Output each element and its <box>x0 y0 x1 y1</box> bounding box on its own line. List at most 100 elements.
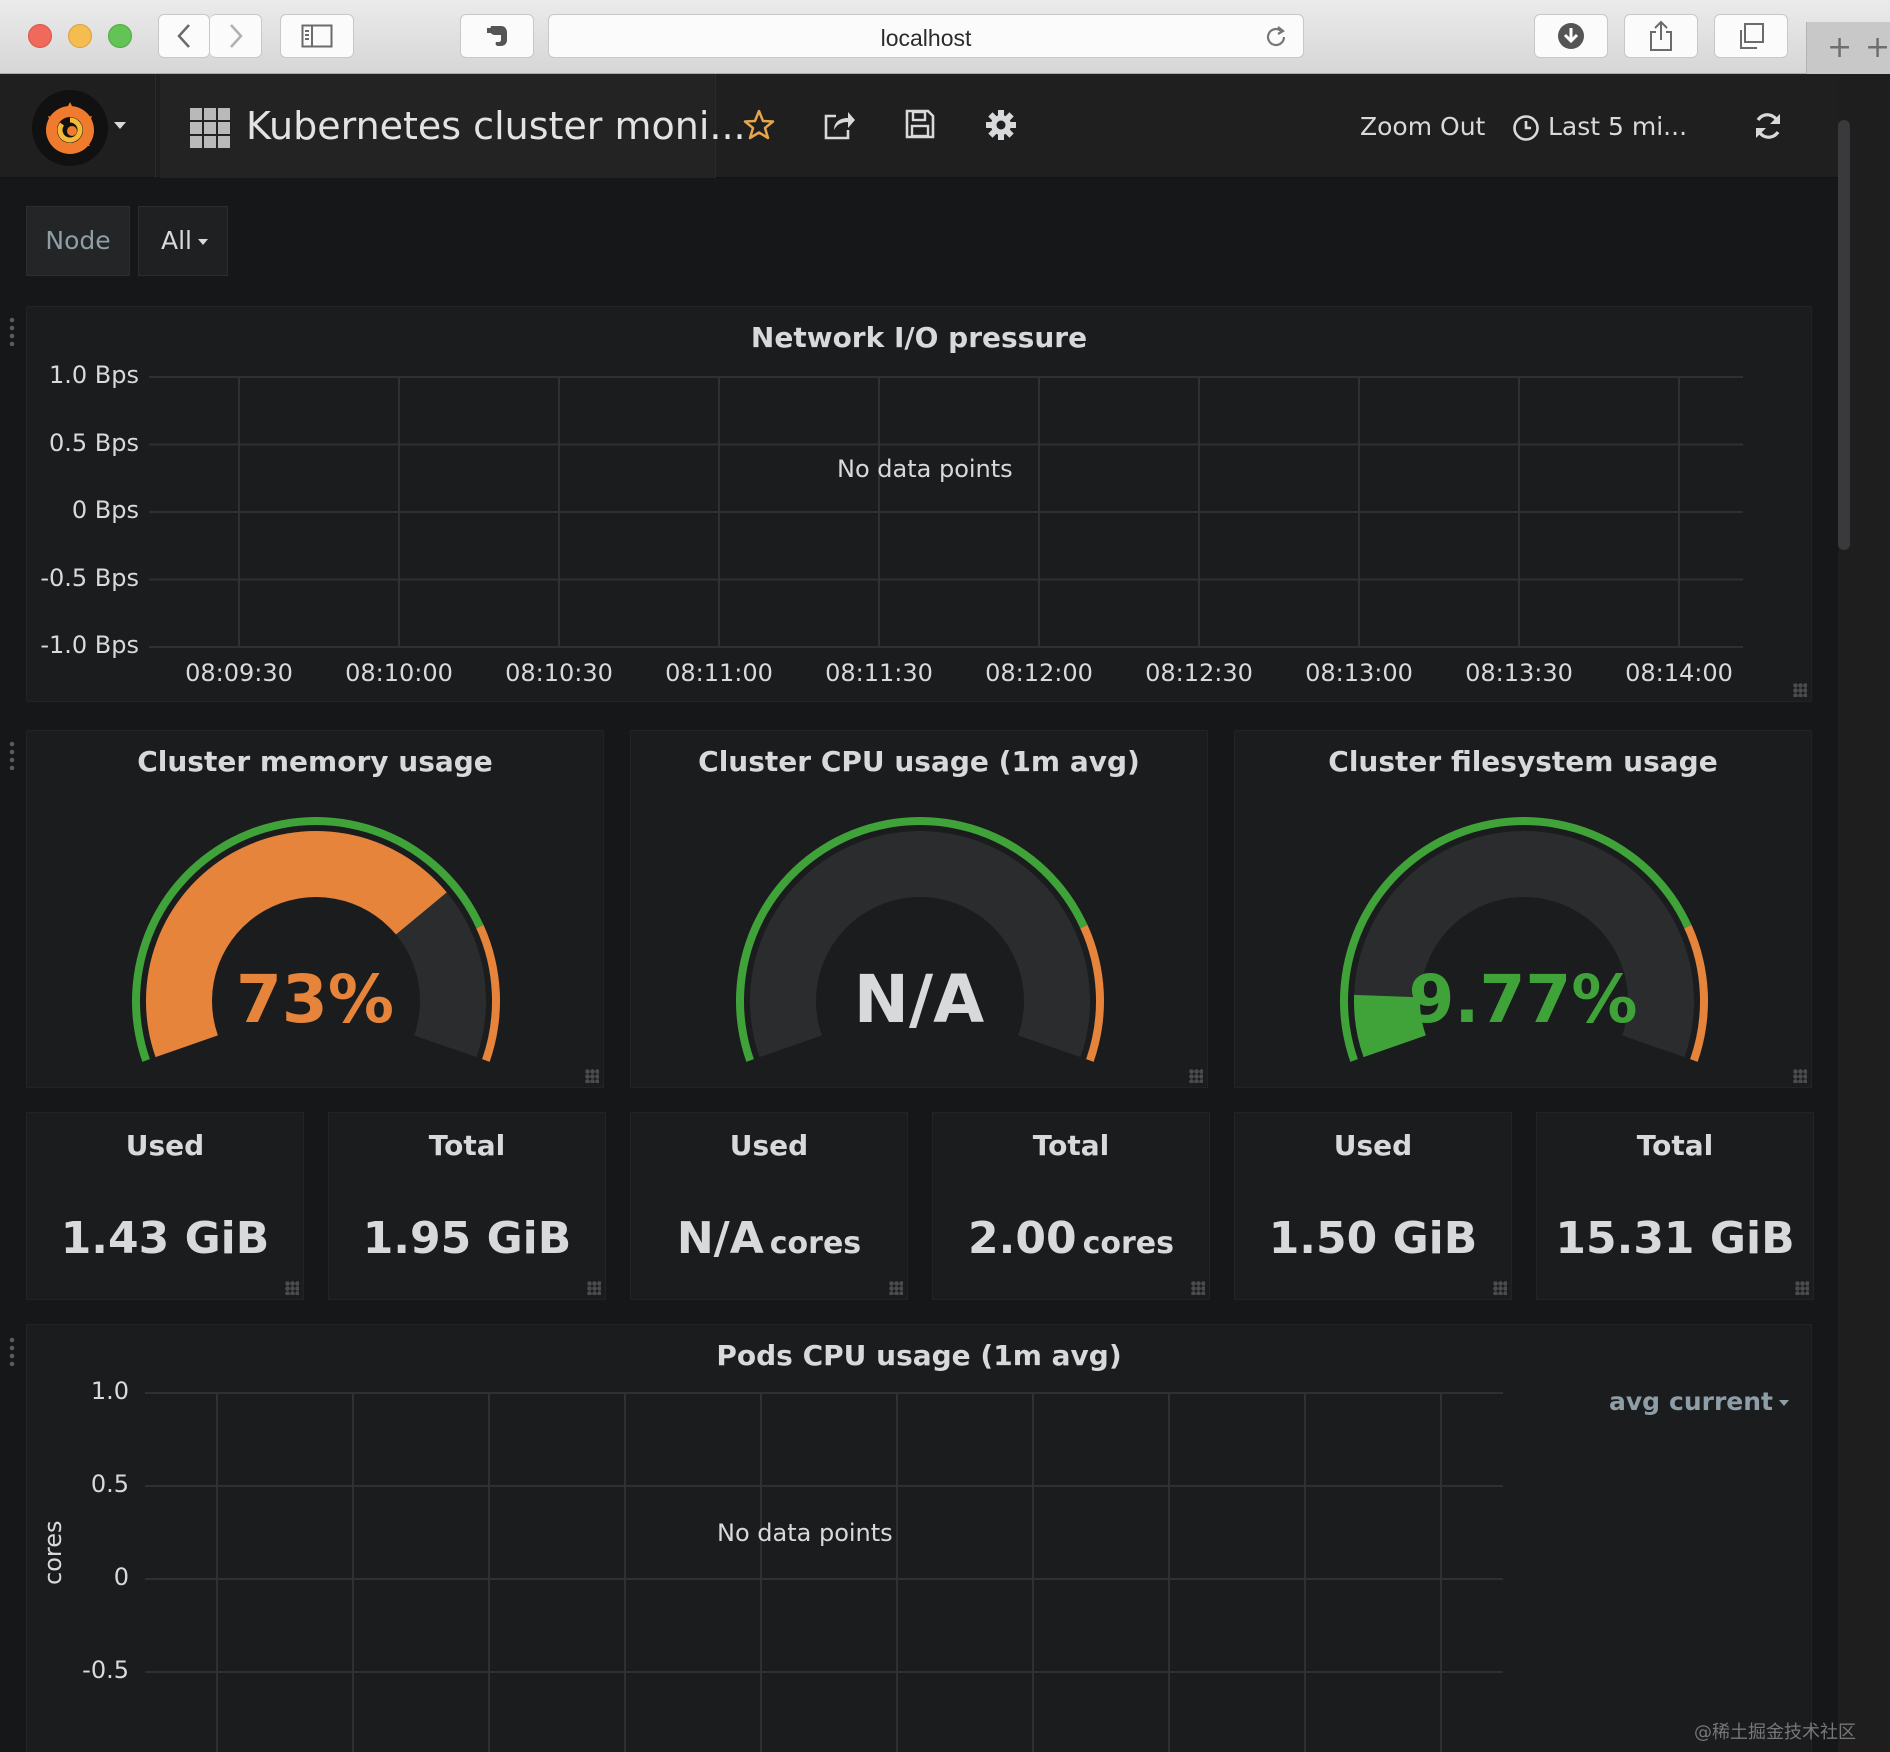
page-scrollbar-thumb[interactable] <box>1838 120 1850 550</box>
star-icon[interactable] <box>742 108 776 142</box>
stat-title[interactable]: Total <box>1636 1129 1714 1162</box>
variable-node-value: All <box>161 226 192 255</box>
gauge-dial <box>735 816 1104 1062</box>
minimize-window-button[interactable] <box>68 24 92 48</box>
stat-number: 1.95 GiB <box>362 1213 572 1264</box>
close-window-button[interactable] <box>28 24 52 48</box>
panel-resize-handle[interactable] <box>585 1069 599 1083</box>
address-bar-url: localhost <box>880 25 972 51</box>
gauge-value: 73% <box>236 961 394 1038</box>
stat-panel: Total 15.31 GiB <box>1536 1112 1814 1300</box>
share-button[interactable] <box>1624 14 1698 58</box>
y-tick-label: 0.5 <box>90 1470 129 1498</box>
stat-number: N/A <box>676 1213 764 1264</box>
stat-title[interactable]: Used <box>1333 1129 1413 1162</box>
panel-resize-handle[interactable] <box>285 1281 299 1295</box>
variable-node-select[interactable]: All <box>138 206 228 276</box>
y-tick-label: 1.0 Bps <box>49 361 139 389</box>
x-tick-label: 08:11:30 <box>825 659 933 687</box>
panel-title[interactable]: Cluster memory usage <box>137 745 493 778</box>
zoom-window-button[interactable] <box>108 24 132 48</box>
share-icon <box>1650 20 1672 51</box>
panel-resize-handle[interactable] <box>587 1281 601 1295</box>
row-drag-handle[interactable] <box>8 740 16 770</box>
refresh-icon[interactable] <box>1752 110 1784 142</box>
stat-value: 15.31 GiB <box>1537 1213 1813 1264</box>
dashboard-title-button[interactable]: Kubernetes cluster moni... <box>160 74 746 178</box>
y-tick-label: -1.0 Bps <box>40 631 139 659</box>
y-tick-label: 0.5 Bps <box>49 428 139 457</box>
plus-icon[interactable]: + <box>1827 30 1853 65</box>
x-tick-label: 08:13:00 <box>1305 659 1413 687</box>
panel-resize-handle[interactable] <box>1191 1281 1205 1295</box>
legend-current-header[interactable]: current <box>1669 1387 1789 1416</box>
chevron-left-icon <box>177 24 190 48</box>
pods-cpu-graph <box>145 1392 1503 1752</box>
panel-resize-handle[interactable] <box>1793 683 1807 697</box>
row-drag-handle[interactable] <box>8 316 16 346</box>
gauge-threshold-orange <box>1684 924 1708 1062</box>
save-icon[interactable] <box>904 108 936 140</box>
panel-title[interactable]: Network I/O pressure <box>750 321 1088 354</box>
grafana-navbar: Kubernetes cluster moni... Zoom Out Last… <box>0 74 1838 178</box>
time-picker-button[interactable]: Last 5 mi... <box>1512 112 1687 141</box>
gauge-threshold-orange <box>476 924 500 1062</box>
x-tick-label: 08:13:30 <box>1465 659 1573 687</box>
elephant-icon <box>487 26 507 46</box>
stat-title[interactable]: Total <box>428 1129 506 1162</box>
legend-current-label: current <box>1669 1387 1773 1416</box>
stat-title[interactable]: Total <box>1032 1129 1110 1162</box>
back-button[interactable] <box>158 14 210 58</box>
panel-resize-handle[interactable] <box>1493 1281 1507 1295</box>
stat-value: 1.43 GiB <box>27 1213 303 1264</box>
share-dashboard-icon[interactable] <box>822 108 856 142</box>
new-tab-area[interactable]: + + <box>1806 22 1890 74</box>
gear-icon[interactable] <box>984 108 1018 142</box>
stat-panel: Used 1.43 GiB <box>26 1112 304 1300</box>
network-io-panel: Network I/O pressure No data points 1.0 … <box>26 306 1812 702</box>
stat-panel: Used N/A cores <box>630 1112 908 1300</box>
tab-overview-button[interactable] <box>1714 14 1788 58</box>
stat-value: 1.95 GiB <box>329 1213 605 1264</box>
panel-resize-handle[interactable] <box>1795 1281 1809 1295</box>
gauge-fill <box>1354 994 1426 1058</box>
stat-number: 15.31 GiB <box>1555 1213 1795 1264</box>
sidebar-toggle-button[interactable] <box>280 14 354 58</box>
stat-panel: Total 1.95 GiB <box>328 1112 606 1300</box>
legend-avg-header[interactable]: avg <box>1609 1387 1661 1416</box>
x-tick-label: 08:12:00 <box>985 659 1093 687</box>
address-bar[interactable]: localhost <box>548 14 1304 58</box>
grafana-menu-button[interactable] <box>0 74 156 178</box>
grafana-logo-icon <box>32 90 108 166</box>
tabs-icon <box>1740 23 1764 49</box>
gauge-track <box>1354 831 1694 1058</box>
stat-title[interactable]: Used <box>729 1129 809 1162</box>
panel-title[interactable]: Cluster filesystem usage <box>1328 745 1718 778</box>
zoom-out-button[interactable]: Zoom Out <box>1360 112 1486 141</box>
stat-value: 1.50 GiB <box>1235 1213 1511 1264</box>
no-data-message: No data points <box>837 455 1013 483</box>
gauge-value: 9.77% <box>1408 961 1638 1038</box>
stat-panel: Total 2.00 cores <box>932 1112 1210 1300</box>
x-tick-label: 08:10:30 <box>505 659 613 687</box>
chevron-right-icon <box>229 24 243 48</box>
panel-resize-handle[interactable] <box>1189 1069 1203 1083</box>
reload-icon[interactable] <box>1263 24 1289 50</box>
dashboard-grid-icon <box>190 108 230 148</box>
downloads-button[interactable] <box>1534 14 1608 58</box>
panel-resize-handle[interactable] <box>889 1281 903 1295</box>
caret-down-icon <box>1778 1400 1789 1406</box>
stat-title[interactable]: Used <box>125 1129 205 1162</box>
panel-resize-handle[interactable] <box>1793 1069 1807 1083</box>
row-drag-handle[interactable] <box>8 1336 16 1366</box>
plus-icon[interactable]: + <box>1865 30 1890 65</box>
sidebar-icon <box>301 24 333 48</box>
stat-value: N/A cores <box>631 1213 907 1264</box>
panel-title[interactable]: Pods CPU usage (1m avg) <box>716 1339 1122 1372</box>
forward-button[interactable] <box>210 14 262 58</box>
y-tick-label: 1.0 <box>90 1377 129 1405</box>
chevron-down-icon <box>114 122 126 129</box>
panel-title[interactable]: Cluster CPU usage (1m avg) <box>698 745 1140 778</box>
y-tick-label: -0.5 Bps <box>40 563 139 592</box>
evernote-extension-button[interactable] <box>460 14 534 58</box>
